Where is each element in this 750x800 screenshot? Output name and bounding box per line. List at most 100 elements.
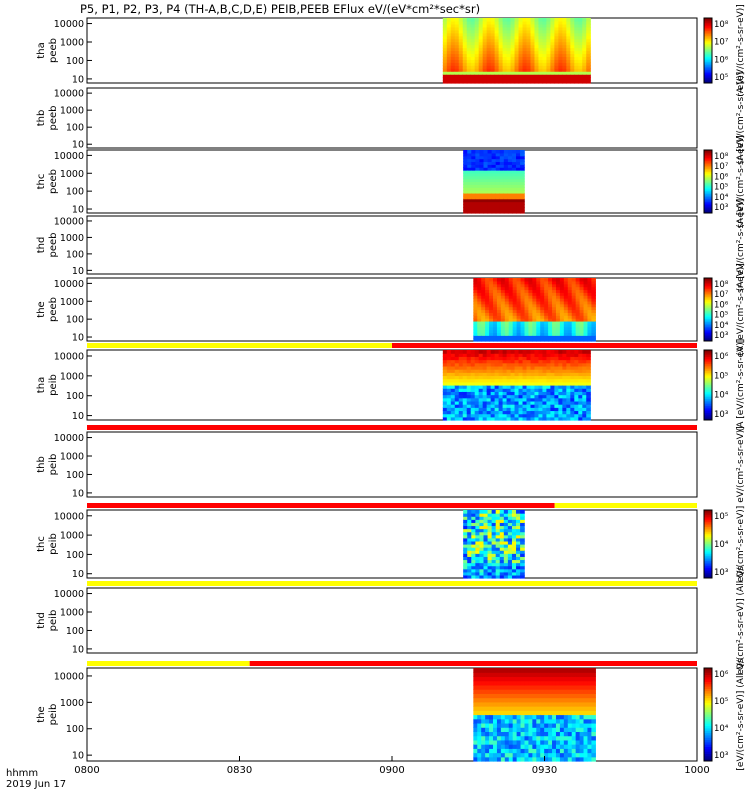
spectrogram-cell [503, 175, 509, 180]
spectrogram-cell [512, 722, 518, 728]
spectrogram-cell [442, 71, 448, 75]
spectrogram-cell [446, 391, 452, 396]
spectrogram-cell [530, 385, 536, 389]
spectrogram-cell [502, 35, 508, 40]
spectrogram-cell [520, 207, 525, 211]
spectrogram-cell [494, 378, 500, 383]
spectrogram-cell [518, 353, 524, 357]
spectrogram-cell [562, 71, 567, 75]
colorbar-step [704, 19, 712, 22]
spectrogram-cell [550, 62, 555, 66]
spectrogram-cell [583, 731, 589, 737]
spectrogram-cell [578, 77, 583, 81]
spectrogram-cell [532, 295, 537, 299]
spectrogram-cell [470, 381, 476, 386]
spectrogram-cell [450, 20, 456, 25]
spectrogram-cell [506, 378, 512, 383]
spectrogram-cell [442, 23, 448, 28]
spectrogram-cell [591, 320, 596, 325]
spectrogram-cell [508, 286, 514, 291]
spectrogram-cell [478, 359, 484, 364]
spectrogram-cell [559, 735, 565, 741]
spectrogram-cell [482, 20, 488, 25]
colorbar-frame [703, 349, 713, 421]
spectrogram-cell [466, 71, 472, 75]
colorbar-step [704, 510, 712, 513]
spectrogram-cell [552, 312, 557, 316]
spectrogram-cell [496, 289, 502, 293]
spectrogram-cell [507, 550, 513, 554]
spectrogram-cell [567, 326, 573, 331]
spectrogram-cell [483, 161, 489, 165]
spectrogram-cell [482, 29, 488, 34]
spectrogram-cell [555, 280, 561, 285]
spectrogram-cell [487, 181, 493, 185]
spectrogram-cell [563, 318, 569, 322]
spectrogram-cell [571, 735, 577, 741]
spectrogram-cell [482, 388, 488, 392]
spectrogram-cell [563, 338, 569, 342]
spectrogram-cell [485, 718, 490, 724]
spectrogram-cell [475, 204, 481, 208]
spectrogram-cell [478, 388, 484, 392]
panel-frame-the_peib [86, 667, 698, 762]
spectrogram-cell [516, 565, 521, 570]
colorbar-step [704, 379, 712, 382]
spectrogram-cell [586, 365, 591, 370]
spectrogram-cell [511, 565, 517, 570]
spectrogram-cell [550, 416, 555, 421]
spectrogram-cell [458, 372, 464, 377]
y-tick-label: 100 [66, 123, 84, 134]
spectrogram-cell [550, 71, 555, 75]
spectrogram-cell [524, 289, 530, 293]
spectrogram-cell [559, 315, 565, 319]
colorbar-step [704, 693, 712, 697]
spectrogram-cell [587, 318, 592, 322]
spectrogram-cell [471, 510, 476, 514]
spectrogram-cell [482, 65, 488, 69]
colorbar-step [704, 81, 712, 84]
spectrogram-cell [570, 59, 575, 63]
spectrogram-cell [477, 693, 482, 699]
spectrogram-cell [540, 684, 545, 690]
spectrogram-cell [482, 18, 488, 22]
spectrogram-cell [494, 62, 500, 66]
spectrogram-cell [516, 292, 522, 296]
spectrogram-cell [583, 312, 589, 316]
spectrogram-cell [544, 309, 549, 313]
spectrogram-cell [587, 680, 592, 686]
spectrogram-cell [487, 161, 493, 165]
spectrogram-cell [471, 207, 476, 211]
spectrogram-cell [540, 306, 545, 311]
panel-ylabel-product: peib [48, 374, 59, 396]
spectrogram-cell [442, 18, 448, 22]
panel-ylabel-probe: the [36, 706, 47, 722]
spectrogram-cell [520, 190, 525, 194]
spectrogram-cell [512, 684, 518, 690]
spectrogram-cell [578, 74, 583, 78]
spectrogram-cell [570, 394, 575, 399]
spectrogram-cell [520, 519, 525, 523]
spectrogram-cell [467, 562, 472, 567]
spectrogram-cell [474, 400, 480, 405]
spectrogram-cell [528, 335, 533, 339]
spectrogram-cell [502, 80, 508, 84]
spectrogram-cell [514, 404, 520, 408]
spectrogram-cell [493, 684, 498, 690]
spectrogram-cell [571, 312, 577, 316]
spectrogram-cell [526, 68, 532, 72]
spectrogram-cell [487, 195, 493, 200]
spectrogram-cell [524, 693, 530, 699]
spectrogram-cell [554, 53, 559, 58]
spectrogram-cell [567, 748, 573, 754]
spectrogram-cell [494, 65, 500, 69]
spectrogram-cell [503, 571, 509, 576]
spectrogram-cell [507, 531, 513, 536]
spectrogram-cell [516, 295, 522, 299]
spectrogram-cell [583, 283, 589, 288]
spectrogram-cell [582, 47, 587, 52]
spectrogram-cell [532, 320, 537, 325]
spectrogram-cell [477, 332, 482, 336]
spectrogram-cell [503, 559, 509, 564]
